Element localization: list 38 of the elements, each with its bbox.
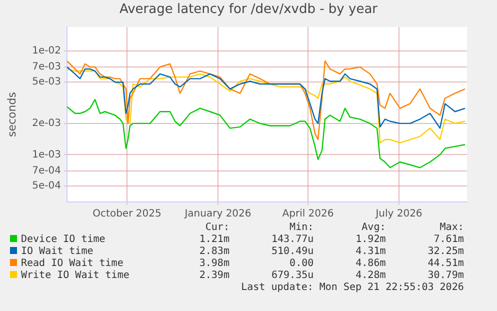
- text: 510.49u: [270, 246, 315, 258]
- chart-title: Average latency for /dev/xvdb - by year: [118, 2, 379, 17]
- text: 4.86m: [354, 258, 387, 270]
- text: 1.92m: [354, 234, 387, 246]
- x-tick-label: October 2025: [92, 208, 162, 220]
- text: Last update: Mon Sep 21 22:55:03 2026: [240, 282, 465, 294]
- legend-label: Read IO Wait time: [20, 258, 124, 270]
- y-axis-title: seconds: [5, 92, 18, 137]
- y-tick-label: 5e-04: [32, 180, 61, 192]
- text: 0.00: [288, 258, 315, 270]
- text: 2.39m: [198, 270, 230, 282]
- y-tick-label: 7e-03: [32, 62, 61, 73]
- x-tick-label: July 2026: [374, 208, 422, 220]
- y-tick-label: 5e-03: [32, 76, 61, 88]
- text: 1.21m: [198, 234, 230, 246]
- legend-label: IO Wait time: [20, 246, 94, 258]
- y-tick-label: 7e-04: [32, 165, 61, 176]
- legend-label: Write IO Wait time: [20, 270, 130, 282]
- text: 30.79m: [426, 270, 465, 282]
- text: 44.51m: [426, 258, 465, 270]
- text: 4.28m: [354, 270, 387, 282]
- text: 32.25m: [426, 246, 465, 258]
- text: 143.77u: [270, 234, 315, 246]
- text: 4.31m: [354, 246, 387, 258]
- text: 3.98m: [198, 258, 230, 270]
- y-tick-label: 2e-03: [32, 118, 61, 130]
- text: 679.35u: [270, 270, 315, 282]
- text: Avg:: [360, 222, 387, 234]
- text: Max:: [438, 222, 465, 234]
- text: Min:: [288, 222, 315, 234]
- legend-label: Device IO time: [20, 234, 106, 246]
- x-tick-label: April 2026: [282, 208, 334, 220]
- y-tick-label: 1e-03: [32, 149, 61, 160]
- text: 7.61m: [432, 234, 465, 246]
- text: Cur:: [204, 222, 230, 234]
- y-tick-label: 1e-02: [32, 46, 61, 57]
- x-tick-label: January 2026: [184, 208, 252, 220]
- text: 2.83m: [198, 246, 230, 258]
